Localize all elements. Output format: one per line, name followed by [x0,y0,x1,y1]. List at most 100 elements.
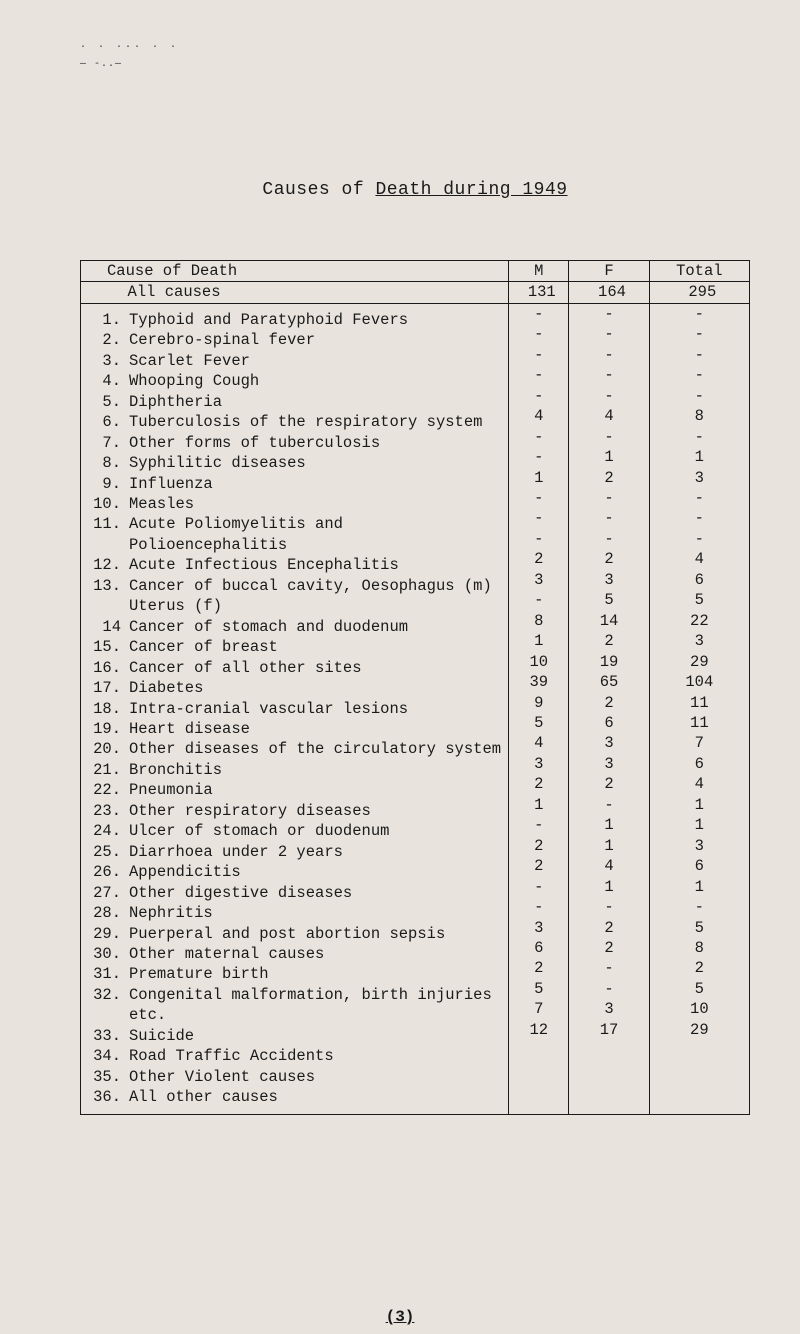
m-value: - [509,447,568,467]
row-number: 11. [87,514,123,534]
m-value: 2 [509,549,568,569]
table-row: 32.Congenital malformation, birth injuri… [81,985,508,1026]
row-label: Syphilitic diseases [123,453,306,473]
f-value: - [569,386,648,406]
m-value: 5 [509,713,568,733]
total-value: 22 [650,611,749,631]
f-value: 2 [569,549,648,569]
f-value: 1 [569,836,648,856]
m-value: 5 [509,979,568,999]
page: . . ... . . — -..— Causes of Death durin… [0,0,800,1115]
m-value: 4 [509,733,568,753]
total-value: 2 [650,958,749,978]
row-number: 17. [87,678,123,698]
table-row: 1.Typhoid and Paratyphoid Fevers [81,310,508,330]
page-artifact-lines: — -..— [80,59,750,70]
row-number: 33. [87,1026,123,1046]
row-number: 6. [87,412,123,432]
f-value: 17 [569,1020,648,1040]
row-number: 12. [87,555,123,575]
row-number: 13. [87,576,123,596]
row-label: Cerebro-spinal fever [123,330,315,350]
table-row: 4.Whooping Cough [81,371,508,391]
f-value: 3 [569,754,648,774]
row-number: 29. [87,924,123,944]
title-underlined: Death during 1949 [375,180,567,200]
f-value: - [569,529,648,549]
m-value: - [509,877,568,897]
total-value: 8 [650,406,749,426]
row-label: Road Traffic Accidents [123,1046,334,1066]
row-number: 10. [87,494,123,514]
f-value: 3 [569,733,648,753]
total-value: - [650,427,749,447]
row-number: 35. [87,1067,123,1087]
col-header-m: M [509,261,569,282]
m-value: 6 [509,938,568,958]
table-row: 30.Other maternal causes [81,944,508,964]
row-label: Whooping Cough [123,371,259,391]
f-value: - [569,427,648,447]
total-value: 11 [650,713,749,733]
table-row: 6.Tuberculosis of the respiratory system [81,412,508,432]
row-number: 1. [87,310,123,330]
total-value: - [650,508,749,528]
f-value: 65 [569,672,648,692]
row-label: Influenza [123,474,213,494]
row-label: Diarrhoea under 2 years [123,842,343,862]
row-number: 3. [87,351,123,371]
total-value: - [650,529,749,549]
f-value: - [569,979,648,999]
all-causes-label: All causes [81,282,509,303]
f-value: 2 [569,468,648,488]
m-value: 12 [509,1020,568,1040]
f-value: 6 [569,713,648,733]
m-value: 4 [509,406,568,426]
row-number: 31. [87,964,123,984]
row-number: 24. [87,821,123,841]
m-value: 2 [509,774,568,794]
row-number: 9. [87,474,123,494]
row-number: 25. [87,842,123,862]
f-value: 3 [569,570,648,590]
row-label: Cancer of stomach and duodenum [123,617,408,637]
f-value: 3 [569,999,648,1019]
m-value: - [509,304,568,324]
row-number: 5. [87,392,123,412]
row-label: Measles [123,494,194,514]
total-value: 6 [650,856,749,876]
m-value: 2 [509,856,568,876]
row-label: Puerperal and post abortion sepsis [123,924,445,944]
m-value: 3 [509,754,568,774]
total-value: - [650,488,749,508]
total-value: 3 [650,631,749,651]
table-row: 31.Premature birth [81,964,508,984]
f-value: 2 [569,918,648,938]
m-value: 1 [509,468,568,488]
total-value: - [650,345,749,365]
total-value: - [650,365,749,385]
row-number: 28. [87,903,123,923]
row-number: 21. [87,760,123,780]
f-value: 5 [569,590,648,610]
data-body-row: 1.Typhoid and Paratyphoid Fevers2.Cerebr… [81,303,750,1114]
table-row: 21.Bronchitis [81,760,508,780]
row-number: 18. [87,699,123,719]
m-value: 39 [509,672,568,692]
total-value: - [650,304,749,324]
m-value: - [509,488,568,508]
total-value: 1 [650,447,749,467]
m-value: 2 [509,958,568,978]
m-value: 8 [509,611,568,631]
row-label: Scarlet Fever [123,351,250,371]
total-value: 29 [650,1020,749,1040]
f-value: - [569,958,648,978]
m-value: - [509,590,568,610]
m-value: - [509,427,568,447]
row-label: Other maternal causes [123,944,324,964]
total-value: 5 [650,590,749,610]
f-value: 19 [569,652,648,672]
table-row: 2.Cerebro-spinal fever [81,330,508,350]
row-number: 7. [87,433,123,453]
m-value: 3 [509,918,568,938]
